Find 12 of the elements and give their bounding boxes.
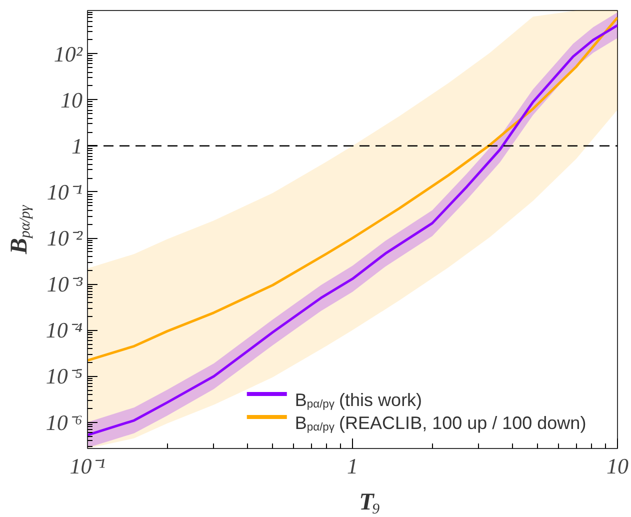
x-tick-label: 1 <box>347 454 358 478</box>
x-tick-label: 10 <box>606 454 628 478</box>
y-tick-label: 10⁻¹ <box>46 179 83 204</box>
y-tick-label: 1 <box>72 133 82 158</box>
y-tick-label: 10⁻⁴ <box>46 318 83 343</box>
y-axis-title: Bpα/pγ <box>6 204 34 255</box>
y-tick-label: 10 <box>60 87 82 112</box>
y-tick-label: 10⁻⁶ <box>46 410 83 435</box>
y-tick-label: 10⁻³ <box>46 272 83 297</box>
y-tick-label: 10⁻² <box>46 226 83 251</box>
y-tick-label: 10⁻⁵ <box>46 364 83 389</box>
y-tick-label: 10² <box>54 41 83 66</box>
